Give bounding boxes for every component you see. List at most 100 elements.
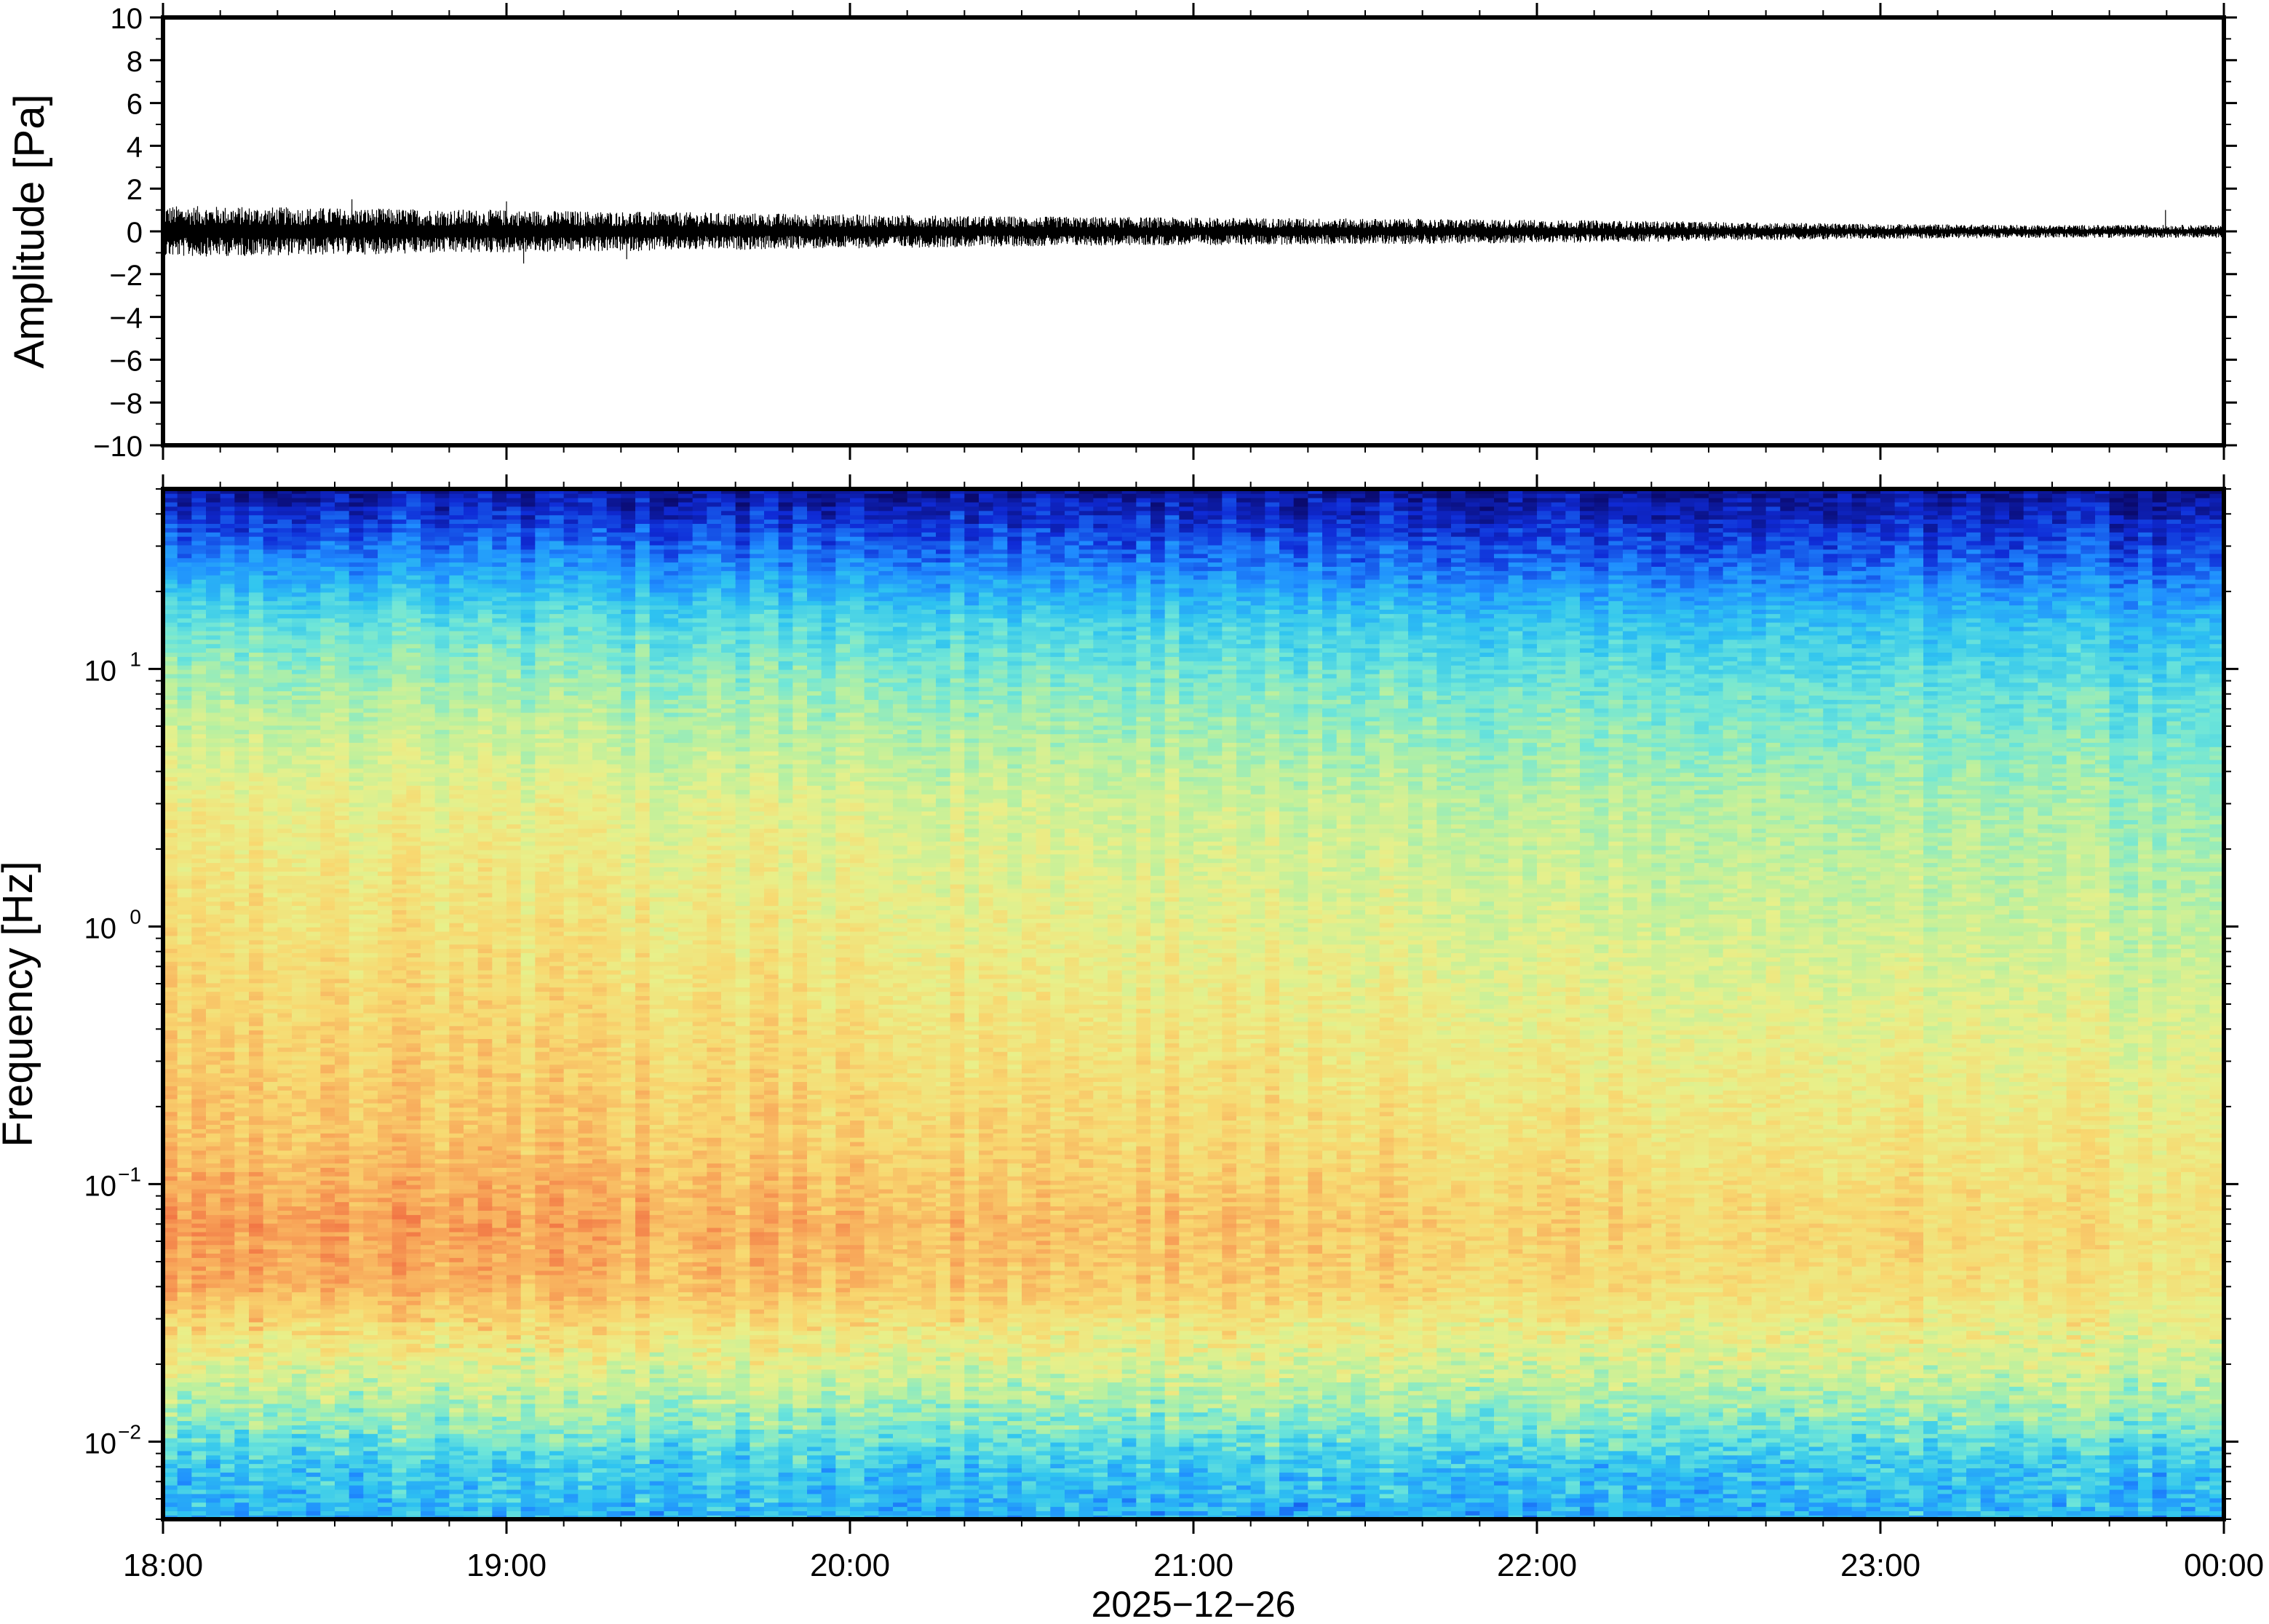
spectrogram-cell: [234, 622, 249, 627]
spectrogram-cell: [306, 721, 321, 726]
spectrogram-cell: [349, 1404, 364, 1409]
spectrogram-cell: [191, 1236, 206, 1241]
spectrogram-cell: [263, 1150, 278, 1155]
spectrogram-cell: [320, 1365, 335, 1370]
spectrogram-cell: [178, 751, 192, 756]
spectrogram-cell: [292, 1017, 306, 1022]
spectrogram-cell: [249, 1326, 263, 1332]
spectrogram-cell: [263, 1171, 278, 1177]
spectrogram-cell: [178, 803, 192, 808]
spectrogram-cell: [277, 824, 292, 829]
spectrogram-cell: [234, 1241, 249, 1246]
spectrogram-cell: [178, 618, 192, 623]
spectrogram-cell: [349, 1485, 364, 1490]
spectrogram-cell: [335, 970, 349, 975]
spectrogram-cell: [163, 686, 178, 691]
spectrogram-cell: [349, 708, 364, 713]
spectrogram-cell: [277, 811, 292, 816]
spectrogram-cell: [206, 923, 220, 928]
spectrogram-cell: [306, 1193, 321, 1198]
spectrogram-cell: [277, 1330, 292, 1335]
spectrogram-cell: [320, 1459, 335, 1464]
spectrogram-cell: [191, 819, 206, 824]
spectrogram-cell: [234, 1094, 249, 1099]
spectrogram-cell: [349, 1155, 364, 1160]
spectrogram-cell: [220, 1077, 235, 1082]
spectrogram-cell: [234, 983, 249, 988]
spectrogram-cell: [191, 669, 206, 674]
spectrogram-cell: [191, 1352, 206, 1357]
spectrogram-cell: [292, 1283, 306, 1289]
spectrogram-cell: [249, 794, 263, 799]
spectrogram-cell: [292, 1343, 306, 1348]
spectrogram-cell: [206, 845, 220, 851]
spectrogram-cell: [277, 1227, 292, 1233]
spectrogram-cell: [292, 803, 306, 808]
spectrogram-cell: [292, 1077, 306, 1082]
spectrogram-cell: [234, 1270, 249, 1275]
spectrogram-cell: [292, 704, 306, 709]
spectrogram-cell: [220, 729, 235, 734]
spectrogram-cell: [206, 1438, 220, 1443]
spectrogram-cell: [292, 502, 306, 507]
spectrogram-cell: [320, 1416, 335, 1421]
spectrogram-cell: [249, 1330, 263, 1335]
spectrogram-cell: [292, 554, 306, 559]
spectrogram-cell: [234, 1214, 249, 1219]
spectrogram-cell: [220, 1373, 235, 1378]
spectrogram-cell: [206, 498, 220, 503]
spectrogram-cell: [292, 626, 306, 632]
spectrogram-cell: [277, 1489, 292, 1494]
spectrogram-cell: [191, 751, 206, 756]
spectrogram-cell: [335, 824, 349, 829]
spectrogram-cell: [234, 1412, 249, 1417]
spectrogram-cell: [178, 1064, 192, 1070]
spectrogram-cell: [249, 652, 263, 657]
spectrogram-cell: [263, 966, 278, 971]
spectrogram-cell: [263, 1318, 278, 1323]
spectrogram-cell: [206, 690, 220, 696]
spectrogram-cell: [349, 554, 364, 559]
spectrogram-cell: [178, 502, 192, 507]
spectrogram-cell: [206, 502, 220, 507]
spectrogram-cell: [163, 502, 178, 507]
spectrogram-cell: [191, 1481, 206, 1486]
spectrogram-cell: [234, 1081, 249, 1086]
spectrogram-cell: [320, 803, 335, 808]
spectrogram-cell: [335, 566, 349, 571]
spectrogram-cell: [306, 1463, 321, 1468]
spectrogram-cell: [320, 1107, 335, 1112]
spectrogram-cell: [306, 725, 321, 731]
spectrogram-cell: [292, 1244, 306, 1249]
spectrogram-cell: [277, 613, 292, 618]
spectrogram-cell: [249, 760, 263, 765]
spectrogram-cell: [220, 931, 235, 936]
spectrogram-cell: [234, 901, 249, 906]
spectrogram-cell: [306, 1137, 321, 1142]
spectrogram-cell: [220, 717, 235, 722]
spectrogram-cell: [306, 854, 321, 859]
spectrogram-cell: [234, 584, 249, 589]
spectrogram-cell: [320, 1318, 335, 1323]
spectrogram-cell: [320, 764, 335, 769]
spectrogram-cell: [292, 923, 306, 928]
spectrogram-cell: [178, 888, 192, 893]
spectrogram-cell: [349, 1206, 364, 1211]
spectrogram-cell: [263, 1343, 278, 1348]
spectrogram-cell: [263, 897, 278, 902]
spectrogram-cell: [163, 493, 178, 498]
spectrogram-cell: [206, 794, 220, 799]
spectrogram-cell: [249, 888, 263, 893]
spectrogram-cell: [234, 597, 249, 602]
spectrogram-cell: [306, 858, 321, 863]
spectrogram-cell: [234, 1485, 249, 1490]
spectrogram-cell: [206, 1361, 220, 1366]
spectrogram-cell: [349, 584, 364, 589]
spectrogram-cell: [349, 609, 364, 614]
spectrogram-cell: [220, 1198, 235, 1203]
spectrogram-cell: [220, 798, 235, 803]
spectrogram-cell: [320, 1185, 335, 1190]
spectrogram-cell: [349, 678, 364, 683]
spectrogram-cell: [277, 1451, 292, 1456]
spectrogram-cell: [263, 1244, 278, 1249]
